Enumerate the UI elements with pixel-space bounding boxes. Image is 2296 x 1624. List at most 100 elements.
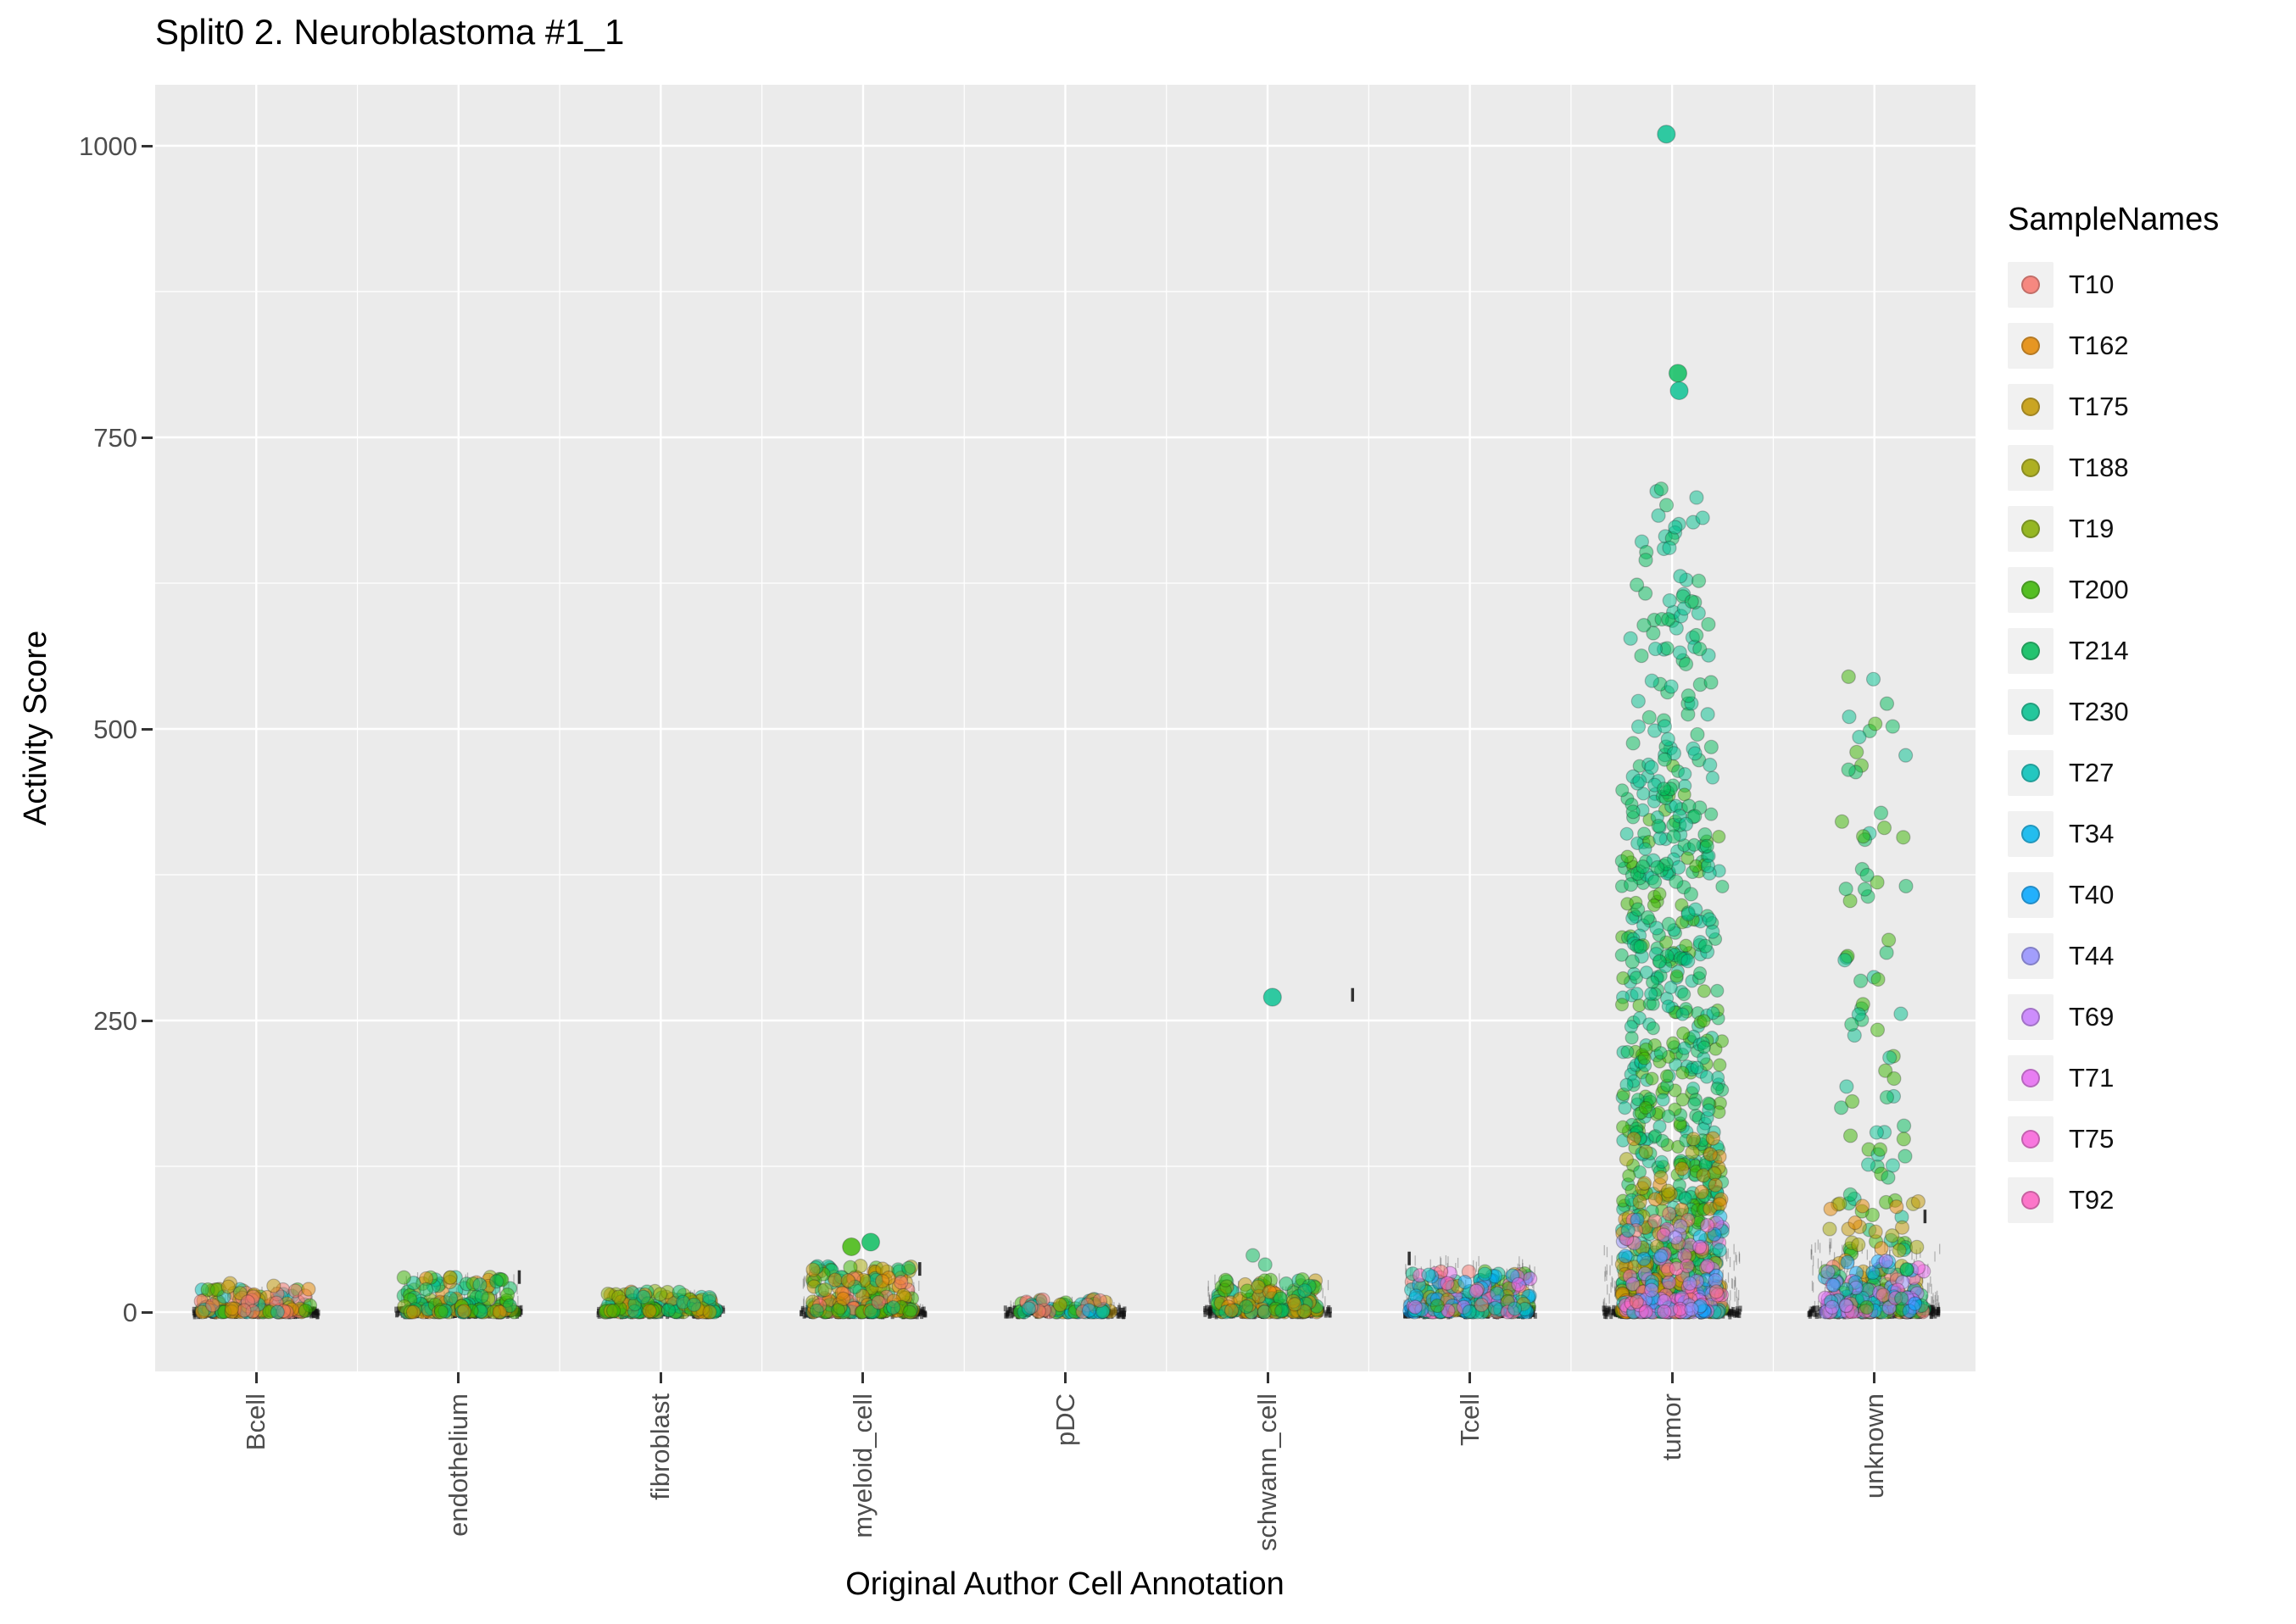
legend-key (2008, 750, 2054, 796)
legend-label: T230 (2069, 697, 2129, 726)
y-tick-label: 0 (122, 1298, 137, 1327)
legend-item: T92 (2008, 1177, 2219, 1223)
plot-panel (155, 85, 1976, 1371)
legend-key (2008, 567, 2054, 613)
legend-item: T69 (2008, 994, 2219, 1040)
legend-label: T175 (2069, 392, 2129, 421)
legend-dot-icon (2021, 1008, 2040, 1026)
y-tick-label: 250 (93, 1006, 137, 1036)
y-tick-mark (142, 144, 153, 147)
legend: SampleNames T10 T162 T175 T188 T19 T200 T214 T2… (2008, 202, 2219, 1238)
legend-item: T175 (2008, 384, 2219, 430)
legend-item: T34 (2008, 811, 2219, 857)
legend-label: T44 (2069, 941, 2115, 971)
legend-dot-icon (2021, 275, 2040, 294)
x-tick-mark (659, 1372, 662, 1383)
x-tick-mark (1873, 1372, 1876, 1383)
legend-dot-icon (2021, 581, 2040, 599)
legend-label: T214 (2069, 636, 2129, 665)
x-category-label: pDC (1050, 1393, 1080, 1447)
legend-title: SampleNames (2008, 202, 2220, 237)
legend-label: T10 (2069, 270, 2115, 299)
y-tick-mark (142, 727, 153, 731)
x-category-label: myeloid_cell (847, 1393, 878, 1538)
legend-label: T162 (2069, 331, 2129, 360)
legend-item: T27 (2008, 750, 2219, 796)
x-tick-mark (254, 1372, 258, 1383)
legend-dot-icon (2021, 1130, 2040, 1148)
legend-key (2008, 323, 2054, 369)
legend-key (2008, 384, 2054, 430)
x-category-label: fibroblast (645, 1393, 676, 1500)
legend-key (2008, 262, 2054, 308)
legend-label: T34 (2069, 819, 2115, 848)
chart-title: Split0 2. Neuroblastoma #1_1 (155, 12, 625, 52)
legend-key (2008, 628, 2054, 674)
legend-label: T40 (2069, 880, 2115, 909)
legend-item: T71 (2008, 1055, 2219, 1101)
x-category-label: unknown (1859, 1393, 1889, 1499)
legend-dot-icon (2021, 459, 2040, 477)
legend-dot-icon (2021, 1191, 2040, 1210)
legend-item: T19 (2008, 506, 2219, 552)
legend-key (2008, 872, 2054, 918)
legend-dot-icon (2021, 642, 2040, 660)
x-tick-mark (1266, 1372, 1269, 1383)
y-tick-mark (142, 1310, 153, 1314)
legend-item: T230 (2008, 689, 2219, 735)
x-category-label: tumor (1657, 1393, 1687, 1461)
y-tick-label: 500 (93, 715, 137, 744)
legend-dot-icon (2021, 336, 2040, 355)
legend-dot-icon (2021, 1069, 2040, 1087)
legend-key (2008, 445, 2054, 491)
legend-key (2008, 1116, 2054, 1162)
legend-dot-icon (2021, 947, 2040, 965)
legend-key (2008, 506, 2054, 552)
legend-key (2008, 1055, 2054, 1101)
x-tick-mark (457, 1372, 460, 1383)
legend-dot-icon (2021, 398, 2040, 416)
legend-item: T40 (2008, 872, 2219, 918)
legend-item: T75 (2008, 1116, 2219, 1162)
legend-key (2008, 1177, 2054, 1223)
legend-item: T162 (2008, 323, 2219, 369)
x-category-label: schwann_cell (1252, 1393, 1283, 1552)
legend-label: T92 (2069, 1185, 2115, 1215)
legend-label: T188 (2069, 453, 2129, 482)
x-tick-mark (1670, 1372, 1674, 1383)
legend-key (2008, 994, 2054, 1040)
legend-item: T10 (2008, 262, 2219, 308)
legend-item: T214 (2008, 628, 2219, 674)
legend-dot-icon (2021, 886, 2040, 904)
legend-dot-icon (2021, 764, 2040, 782)
legend-label: T19 (2069, 514, 2115, 543)
x-tick-mark (861, 1372, 865, 1383)
y-tick-label: 750 (93, 423, 137, 453)
legend-key (2008, 811, 2054, 857)
x-category-label: endothelium (443, 1393, 473, 1537)
legend-label: T75 (2069, 1124, 2115, 1154)
y-tick-mark (142, 436, 153, 439)
legend-label: T200 (2069, 575, 2129, 604)
y-tick-mark (142, 1019, 153, 1022)
legend-key (2008, 689, 2054, 735)
legend-item: T188 (2008, 445, 2219, 491)
legend-dot-icon (2021, 825, 2040, 843)
y-tick-label: 1000 (79, 131, 137, 161)
scatter-canvas (155, 85, 1976, 1371)
legend-label: T27 (2069, 758, 2115, 787)
x-category-label: Bcell (241, 1393, 271, 1451)
x-category-label: Tcell (1454, 1393, 1485, 1447)
legend-item: T44 (2008, 933, 2219, 979)
legend-key (2008, 933, 2054, 979)
legend-dot-icon (2021, 703, 2040, 721)
x-tick-mark (1064, 1372, 1067, 1383)
x-axis-label: Original Author Cell Annotation (845, 1566, 1285, 1602)
legend-label: T69 (2069, 1002, 2115, 1032)
legend-dot-icon (2021, 520, 2040, 538)
x-tick-mark (1468, 1372, 1472, 1383)
legend-label: T71 (2069, 1063, 2115, 1093)
legend-item: T200 (2008, 567, 2219, 613)
legend-items: T10 T162 T175 T188 T19 T200 T214 T230 T27 T34 T40 T… (2008, 262, 2219, 1223)
